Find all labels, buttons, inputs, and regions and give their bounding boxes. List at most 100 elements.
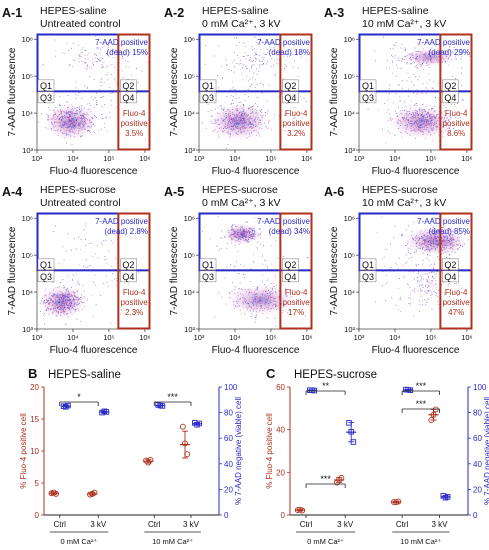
event-dot — [437, 243, 439, 245]
event-dot — [105, 66, 107, 68]
event-dot — [72, 306, 73, 308]
event-dot — [96, 100, 97, 102]
event-dot — [80, 123, 82, 125]
event-dot — [244, 229, 245, 231]
event-dot — [239, 123, 240, 124]
event-dot — [68, 291, 70, 293]
event-dot — [231, 226, 232, 228]
event-dot — [453, 239, 455, 240]
event-dot — [72, 124, 74, 126]
event-dot — [442, 246, 443, 248]
event-dot — [60, 112, 62, 114]
event-dot — [254, 295, 256, 297]
event-dot — [401, 234, 403, 235]
event-dot — [215, 120, 216, 122]
event-dot — [252, 235, 254, 237]
event-dot — [425, 116, 427, 118]
event-dot — [449, 243, 451, 245]
event-dot — [46, 114, 48, 115]
event-dot — [59, 305, 61, 307]
event-dot — [258, 300, 260, 302]
event-dot — [68, 117, 69, 119]
event-dot — [101, 64, 103, 66]
quadrant-label-q4: Q4 — [284, 93, 296, 103]
event-dot — [231, 291, 233, 293]
event-dot — [441, 258, 443, 260]
event-dot — [68, 303, 70, 305]
event-dot — [397, 288, 399, 289]
event-dot — [423, 110, 425, 112]
event-dot — [445, 123, 447, 125]
event-dot — [426, 248, 428, 250]
event-dot — [245, 231, 247, 233]
event-dot — [85, 239, 86, 240]
event-dot — [86, 130, 88, 132]
event-dot — [445, 243, 447, 245]
event-dot — [417, 126, 419, 127]
event-dot — [227, 125, 228, 127]
event-dot — [433, 233, 435, 235]
event-dot — [240, 238, 242, 240]
event-dot — [99, 60, 100, 62]
event-dot — [77, 280, 79, 282]
x-axis-label: Fluo-4 fluorescence — [50, 166, 138, 177]
event-dot — [450, 118, 452, 120]
event-dot — [71, 104, 73, 106]
event-dot — [52, 117, 54, 119]
event-dot — [434, 234, 436, 236]
quadrant-label-q1: Q1 — [202, 260, 214, 270]
event-dot — [467, 223, 469, 225]
event-dot — [74, 125, 76, 127]
event-dot — [235, 239, 237, 241]
event-dot — [426, 236, 428, 238]
event-dot — [271, 302, 272, 303]
event-dot — [418, 236, 420, 238]
event-dot — [405, 113, 407, 114]
event-dot — [256, 54, 258, 56]
event-dot — [242, 106, 244, 108]
event-dot — [78, 302, 80, 304]
event-dot — [426, 123, 427, 125]
event-dot — [237, 117, 239, 118]
gate-fluo4-positive — [279, 33, 313, 151]
event-dot — [223, 115, 225, 117]
x-tick-label: Ctrl — [396, 520, 409, 529]
event-dot — [48, 304, 50, 306]
event-dot — [375, 301, 376, 303]
event-dot — [410, 100, 412, 102]
event-dot — [417, 113, 419, 115]
event-dot — [252, 234, 254, 236]
event-dot — [234, 266, 236, 268]
event-dot — [416, 234, 417, 236]
event-dot — [264, 300, 266, 302]
event-dot — [428, 246, 430, 248]
event-dot — [442, 241, 444, 243]
event-dot — [402, 106, 403, 108]
event-dot — [125, 66, 127, 68]
event-dot — [62, 298, 64, 300]
event-dot — [236, 45, 238, 46]
event-dot — [207, 103, 209, 105]
event-dot — [228, 115, 230, 116]
event-dot — [252, 302, 254, 304]
event-dot — [81, 120, 83, 122]
event-dot — [63, 121, 65, 122]
event-dot — [93, 79, 95, 80]
event-dot — [241, 235, 243, 237]
event-dot — [54, 116, 56, 118]
event-dot — [233, 224, 235, 226]
event-dot — [251, 234, 252, 236]
event-dot — [80, 118, 82, 119]
event-dot — [89, 108, 91, 110]
event-dot — [61, 295, 63, 297]
event-dot — [426, 281, 428, 282]
right-axis-label: % 7-AAD negative (viable) cell — [234, 397, 243, 505]
event-dot — [434, 115, 435, 117]
event-dot — [65, 113, 67, 114]
event-dot — [294, 60, 295, 62]
event-dot — [265, 290, 267, 292]
event-dot — [441, 253, 443, 255]
event-dot — [420, 121, 422, 123]
event-dot — [263, 297, 265, 299]
panel-title: HEPES-sucrose — [202, 184, 278, 196]
